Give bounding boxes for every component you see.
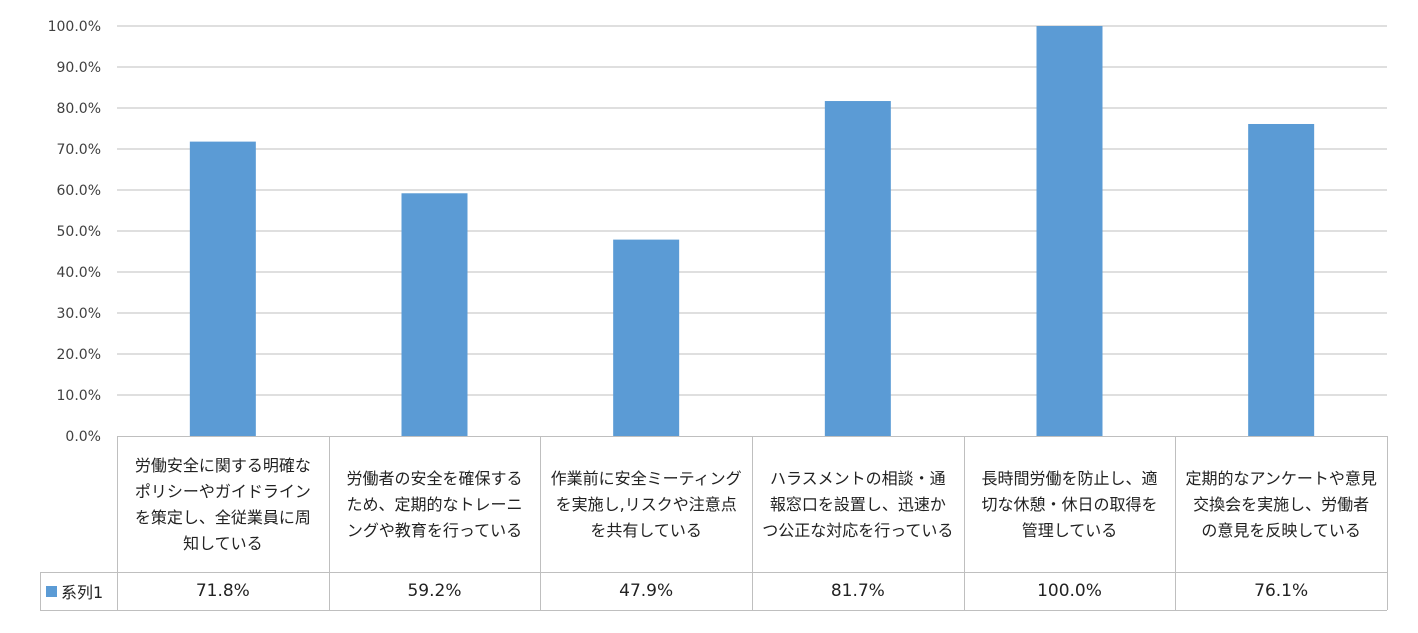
bar bbox=[401, 193, 468, 436]
bar bbox=[1248, 123, 1315, 437]
data-label: 81.7% bbox=[830, 581, 885, 601]
y-tick-label: 50.0% bbox=[57, 224, 101, 240]
y-tick-label: 30.0% bbox=[57, 306, 101, 322]
y-tick-label: 60.0% bbox=[57, 183, 101, 199]
y-tick-label: 20.0% bbox=[57, 347, 101, 363]
category-label: 労働安全に関する明確なポリシーやガイドラインを策定し、全従業員に周知している bbox=[134, 455, 311, 553]
data-label: 71.8% bbox=[195, 581, 250, 601]
y-tick-label: 80.0% bbox=[57, 101, 101, 117]
bar bbox=[189, 141, 256, 436]
y-tick-label: 70.0% bbox=[57, 142, 101, 158]
category-label: 定期的なアンケートや意見交換会を実施し、労働者の意見を反映している bbox=[1185, 468, 1377, 540]
legend-swatch bbox=[46, 585, 57, 597]
category-label: 長時間労働を防止し、適切な休憩・休日の取得を管理している bbox=[981, 468, 1158, 540]
legend-key: 系列1 bbox=[46, 572, 103, 610]
bar bbox=[1036, 26, 1103, 436]
bar bbox=[824, 101, 891, 436]
data-label: 76.1% bbox=[1254, 581, 1309, 601]
y-tick-label: 90.0% bbox=[57, 60, 101, 76]
y-tick-label: 100.0% bbox=[48, 19, 101, 35]
data-label: 59.2% bbox=[407, 581, 462, 601]
category-label: 作業前に安全ミーティングを実施し,リスクや注意点を共有している bbox=[550, 468, 742, 540]
y-tick-label: 0.0% bbox=[65, 429, 101, 445]
legend-label: 系列1 bbox=[61, 583, 104, 602]
y-tick-label: 40.0% bbox=[57, 265, 101, 281]
category-label: 労働者の安全を確保するため、定期的なトレーニングや教育を行っている bbox=[346, 468, 523, 540]
bar bbox=[613, 239, 680, 436]
category-label: ハラスメントの相談・通報窓口を設置し、迅速かつ公正な対応を行っている bbox=[762, 468, 954, 540]
data-label: 100.0% bbox=[1037, 581, 1102, 601]
y-tick-label: 10.0% bbox=[57, 388, 101, 404]
data-label: 47.9% bbox=[619, 581, 674, 601]
